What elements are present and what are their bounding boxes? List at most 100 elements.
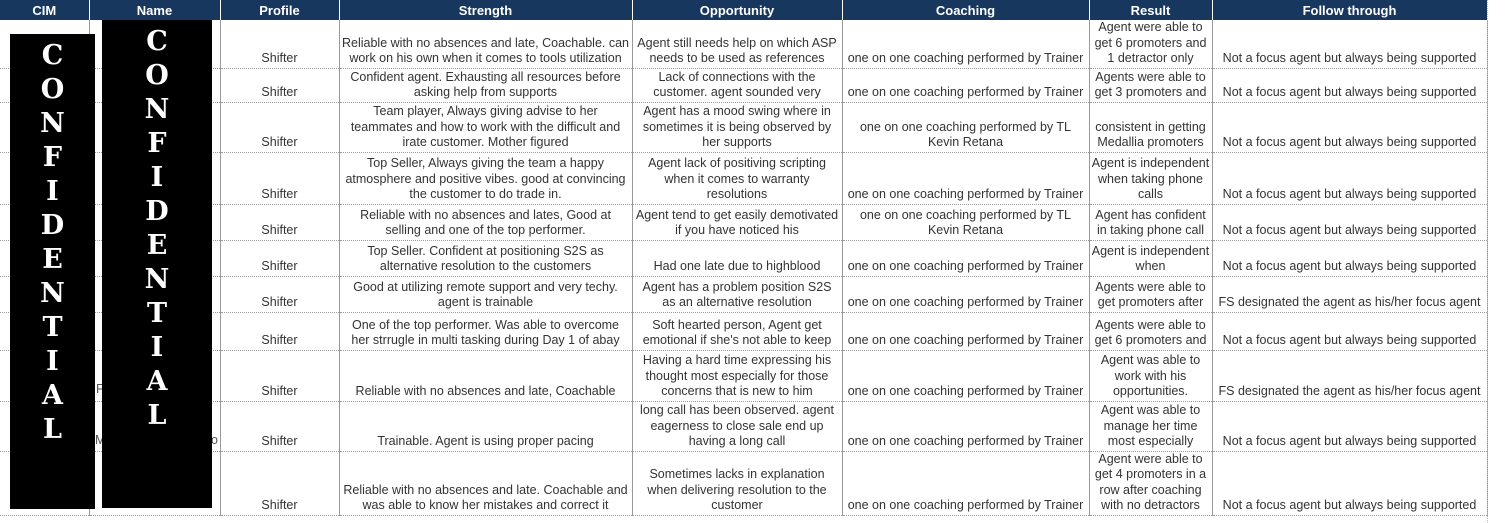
follow-through-cell[interactable]: Not a focus agent but always being suppo… [1212,20,1488,69]
profile-cell[interactable]: Shifter [220,451,340,516]
strength-cell[interactable]: One of the top performer. Was able to ov… [339,312,633,351]
strength-cell[interactable]: Top Seller. Confident at positioning S2S… [339,240,633,277]
table-row: Shifter Confident agent. Exhausting all … [0,68,1488,103]
follow-through-cell[interactable]: Not a focus agent but always being suppo… [1212,312,1488,351]
profile-cell[interactable]: Shifter [220,102,340,153]
table-row: Shifter Reliable with no absences and la… [0,350,1488,402]
coaching-cell[interactable]: one on one coaching performed by Trainer [842,240,1090,277]
profile-cell[interactable]: Shifter [220,401,340,452]
strength-cell[interactable]: Reliable with no absences and late. Coac… [339,451,633,516]
result-cell[interactable]: Agent were able to get 6 promoters and 1… [1089,20,1213,69]
opportunity-cell[interactable]: Agent has a mood swing where in sometime… [632,102,843,153]
strength-cell[interactable]: Trainable. Agent is using proper pacing [339,401,633,452]
profile-cell[interactable]: Shifter [220,350,340,402]
follow-through-cell[interactable]: Not a focus agent but always being suppo… [1212,152,1488,205]
result-cell[interactable]: Agent has confident in taking phone call [1089,204,1213,241]
coaching-cell[interactable]: one on one coaching performed by Trainer [842,20,1090,69]
confidential-redaction-cim: C O N F I D E N T I A L [10,34,95,509]
stamp-letter: A [42,380,63,411]
strength-cell[interactable]: Reliable with no absences and late, Coac… [339,350,633,402]
opportunity-cell[interactable]: Agent has a problem position S2S as an a… [632,276,843,313]
follow-through-cell[interactable]: Not a focus agent but always being suppo… [1212,102,1488,153]
opportunity-cell[interactable]: Sometimes lacks in explanation when deli… [632,451,843,516]
stamp-letter: I [46,346,59,377]
coaching-cell[interactable]: one on one coaching performed by Trainer [842,276,1090,313]
header-opportunity[interactable]: Opportunity [632,0,843,20]
result-cell[interactable]: Agent is independent when taking phone c… [1089,152,1213,205]
result-cell[interactable]: Agents were able to get 6 promoters and [1089,312,1213,351]
header-cim[interactable]: CIM [0,0,90,20]
profile-cell[interactable]: Shifter [220,204,340,241]
profile-cell[interactable]: Shifter [220,68,340,103]
stamp-letter: N [40,278,65,309]
stamp-letter: F [147,128,167,159]
strength-cell[interactable]: Confident agent. Exhausting all resource… [339,68,633,103]
profile-cell[interactable]: Shifter [220,276,340,313]
table-row: Shifter Top Seller, Always giving the te… [0,152,1488,205]
stamp-letter: E [146,230,168,261]
coaching-cell[interactable]: one on one coaching performed by Trainer [842,68,1090,103]
stamp-letter: L [147,400,167,431]
coaching-cell[interactable]: one on one coaching performed by Trainer [842,401,1090,452]
coaching-cell[interactable]: one on one coaching performed by Trainer [842,350,1090,402]
result-cell[interactable]: Agent was able to manage her time most e… [1089,401,1213,452]
stamp-letter: N [144,94,170,125]
opportunity-cell[interactable]: Had one late due to highblood [632,240,843,277]
opportunity-cell[interactable]: long call has been observed. agent eager… [632,401,843,452]
follow-through-cell[interactable]: Not a focus agent but always being suppo… [1212,68,1488,103]
header-name[interactable]: Name [89,0,221,20]
strength-cell[interactable]: Good at utilizing remote support and ver… [339,276,633,313]
result-cell[interactable]: Agent is independent when [1089,240,1213,277]
follow-through-cell[interactable]: Not a focus agent but always being suppo… [1212,401,1488,452]
stamp-letter: O [145,60,169,91]
table-row: Shifter Reliable with no absences and la… [0,20,1488,69]
strength-cell[interactable]: Reliable with no absences and lates, Goo… [339,204,633,241]
follow-through-cell[interactable]: FS designated the agent as his/her focus… [1212,276,1488,313]
stamp-letter: N [40,108,65,139]
header-strength[interactable]: Strength [339,0,633,20]
stamp-letter: D [40,210,65,241]
table-row: Shifter Reliable with no absences and la… [0,451,1488,516]
table-row: Shifter Trainable. Agent is using proper… [0,401,1488,452]
coaching-cell[interactable]: one on one coaching performed by TL Kevi… [842,102,1090,153]
header-profile[interactable]: Profile [220,0,340,20]
result-cell[interactable]: Agents were able to get promoters after [1089,276,1213,313]
profile-cell[interactable]: Shifter [220,152,340,205]
follow-through-cell[interactable]: Not a focus agent but always being suppo… [1212,240,1488,277]
header-result[interactable]: Result [1089,0,1213,20]
stamp-letter: I [46,176,59,207]
coaching-cell[interactable]: one on one coaching performed by Trainer [842,152,1090,205]
coaching-cell[interactable]: one on one coaching performed by TL Kevi… [842,204,1090,241]
strength-cell[interactable]: Reliable with no absences and late, Coac… [339,20,633,69]
result-cell[interactable]: consistent in getting Medallia promoters [1089,102,1213,153]
result-cell[interactable]: Agent were able to get 4 promoters in a … [1089,451,1213,516]
table-row: Shifter Top Seller. Confident at positio… [0,240,1488,277]
stamp-letter: I [150,162,164,193]
header-coaching[interactable]: Coaching [842,0,1090,20]
table-row: Shifter Good at utilizing remote support… [0,276,1488,313]
result-cell[interactable]: Agent was able to work with his opportun… [1089,350,1213,402]
header-follow-through[interactable]: Follow through [1212,0,1488,20]
follow-through-cell[interactable]: Not a focus agent but always being suppo… [1212,204,1488,241]
opportunity-cell[interactable]: Agent still needs help on which ASP need… [632,20,843,69]
stamp-letter: I [150,332,164,363]
next-column-edge [1487,0,1511,523]
table-row: Shifter Reliable with no absences and la… [0,204,1488,241]
coaching-cell[interactable]: one on one coaching performed by Trainer [842,312,1090,351]
stamp-letter: C [146,26,168,57]
coaching-cell[interactable]: one on one coaching performed by Trainer [842,451,1090,516]
strength-cell[interactable]: Top Seller, Always giving the team a hap… [339,152,633,205]
profile-cell[interactable]: Shifter [220,240,340,277]
follow-through-cell[interactable]: Not a focus agent but always being suppo… [1212,451,1488,516]
follow-through-cell[interactable]: FS designated the agent as his/her focus… [1212,350,1488,402]
opportunity-cell[interactable]: Lack of connections with the customer. a… [632,68,843,103]
result-cell[interactable]: Agents were able to get 3 promoters and [1089,68,1213,103]
opportunity-cell[interactable]: Agent tend to get easily demotivated if … [632,204,843,241]
strength-cell[interactable]: Team player, Always giving advise to her… [339,102,633,153]
opportunity-cell[interactable]: Having a hard time expressing his though… [632,350,843,402]
profile-cell[interactable]: Shifter [220,312,340,351]
opportunity-cell[interactable]: Soft hearted person, Agent get emotional… [632,312,843,351]
stamp-letter: N [144,264,170,295]
opportunity-cell[interactable]: Agent lack of positiving scripting when … [632,152,843,205]
profile-cell[interactable]: Shifter [220,20,340,69]
